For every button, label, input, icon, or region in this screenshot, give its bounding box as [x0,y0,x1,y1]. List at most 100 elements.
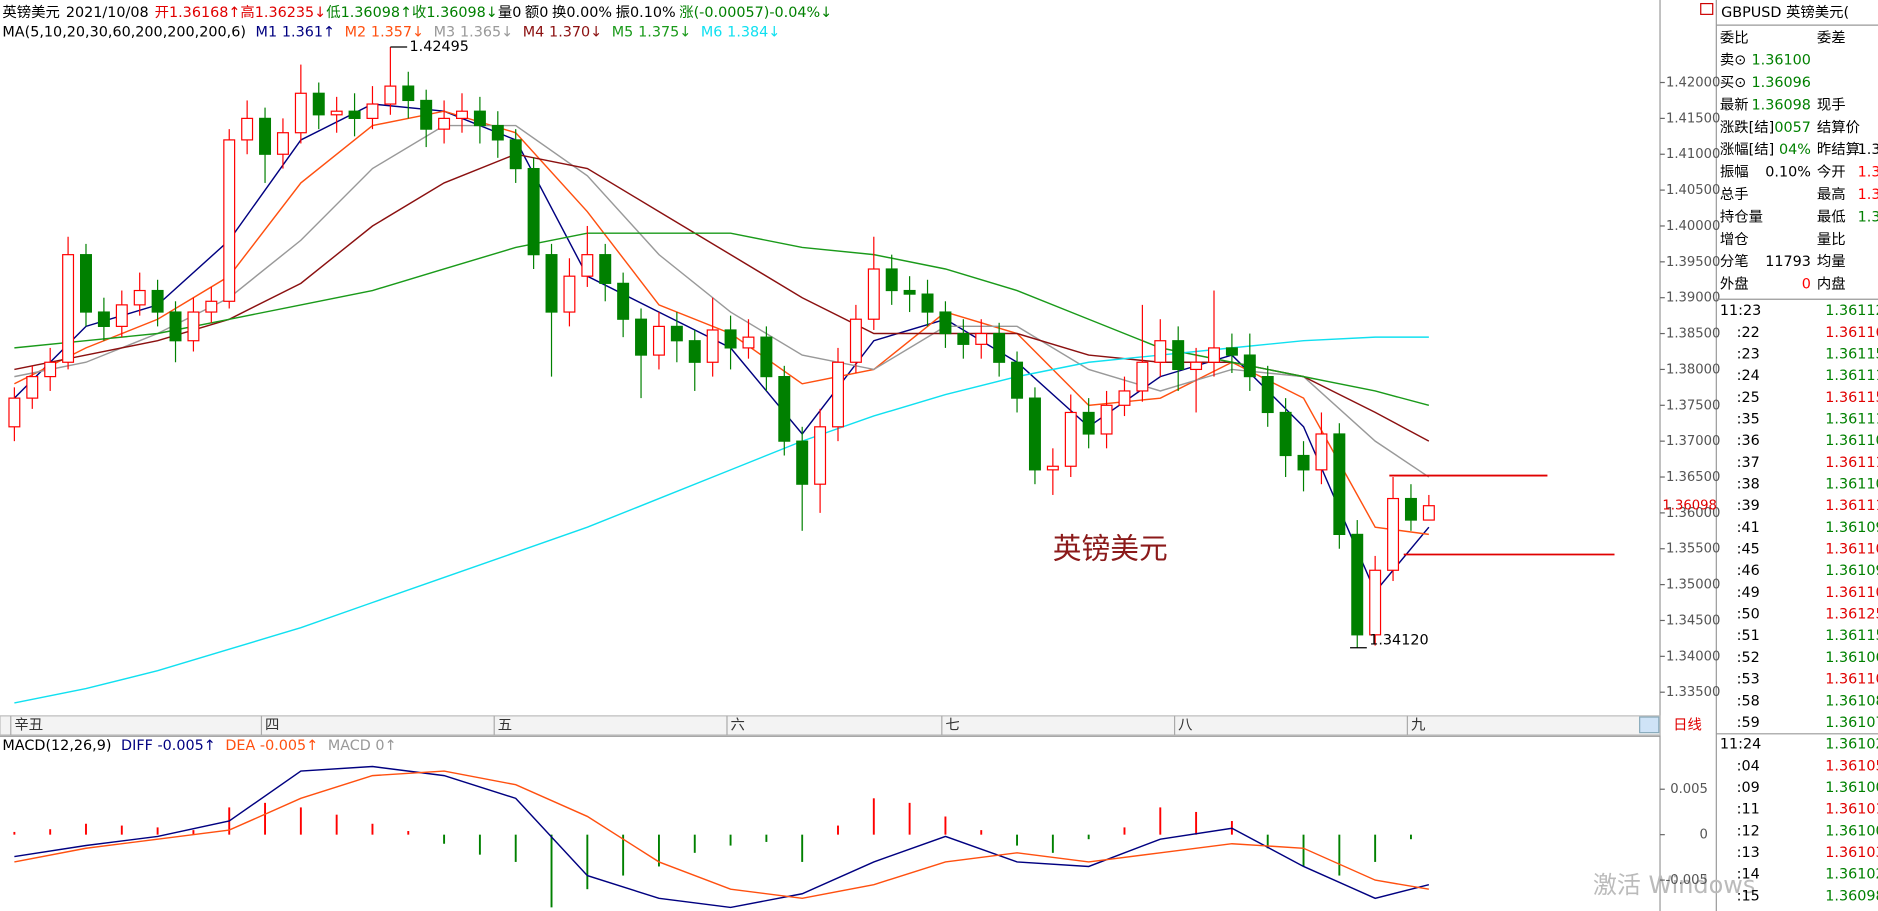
tick-time: :14 [1737,867,1760,883]
candle-body [957,332,970,345]
tick-price: 1.36110 [1825,672,1878,688]
candle-body [44,361,57,378]
header-amplitude: 振0.10% [616,4,676,21]
candle-body [599,254,612,284]
quote-value: 11793 [1765,254,1811,270]
ma-value: 1.357↓ [371,24,424,40]
y-tick-label: 1.33500 [1666,685,1720,700]
candle-body [438,117,451,130]
x-tick-label: 辛丑 [14,716,43,733]
y-tick-label: 1.40500 [1666,183,1720,198]
y-tick-label: 1.35000 [1666,578,1720,593]
tick-time: :22 [1737,325,1760,341]
quote-label: 最新 [1720,96,1749,113]
candle-body [903,289,916,295]
candle-body [742,336,755,349]
candle-body [384,85,397,105]
y-tick-label: 1.36000 [1666,506,1720,521]
candle-body [1387,497,1400,571]
tick-price: 1.36111 [1825,412,1878,428]
candle-body [294,92,307,134]
macd-title: MACD(12,26,9) [2,738,111,754]
x-tick-label: 六 [731,716,745,733]
quote-value: 1.36096 [1752,75,1811,91]
candle-body [491,124,504,141]
candle-body [1404,497,1417,521]
header-date: 2021/10/08 [66,5,149,21]
tick-time: 11:23 [1720,303,1761,319]
tick-price: 1.36112 [1825,303,1878,319]
candle-body [1333,433,1346,535]
low-label: 1.34120 [1369,633,1428,649]
header-close: 收1.36098↓ [412,4,498,21]
y-tick-label: 1.35500 [1666,542,1720,557]
diff-line [14,765,1430,909]
header-volume: 量0 [498,5,522,21]
tick-time: :50 [1737,607,1760,623]
header-turnover: 换0.00% [552,4,612,21]
window-icon[interactable] [1700,2,1714,15]
candle-body [688,340,701,363]
quote-value: 1.36098 [1752,97,1811,113]
candle-body [1190,361,1203,371]
ma-value: 1.375↓ [638,24,691,40]
candle-body [975,332,988,345]
quote-value: 1.3 [1858,142,1878,158]
candle-body [97,311,110,327]
candle-body [330,110,343,116]
tick-price: 1.36098 [1825,888,1878,904]
candle-body [867,268,880,320]
tick-price: 1.36109 [1825,563,1878,579]
tick-time: :12 [1737,823,1760,839]
ma-legend: MA(5,10,20,30,60,200,200,200,6) M1 1.361↑ M… [2,24,780,40]
candle-body [1082,411,1095,435]
tick-time: :23 [1737,347,1760,363]
macd-y-tick-label: 0 [1700,828,1708,843]
header-name: 英镑美元 [2,3,59,21]
quote-label: 结算价 [1817,119,1860,136]
tick-price: 1.36110 [1825,433,1878,449]
y-tick-label: 1.37500 [1666,398,1720,413]
candle-body [8,397,21,428]
tick-price: 1.36110 [1825,542,1878,558]
quote-value: 04% [1779,142,1811,158]
candle-body [402,85,415,102]
tick-price: 1.36110 [1825,585,1878,601]
candle-body [849,318,862,363]
x-tick-label: 四 [265,717,279,733]
tick-price: 1.36102 [1825,867,1878,883]
candle-body [545,254,558,313]
tick-price: 1.36105 [1825,758,1878,774]
quote-label: 买⊙ [1720,74,1746,91]
candle-body [1422,505,1435,521]
y-tick-label: 1.38000 [1666,362,1720,377]
quote-value: 1.3 [1858,165,1878,181]
header-line: 英镑美元 2021/10/08 开1.36168↑高1.36235↓低1.36098… [2,3,832,21]
candle-body [885,268,898,292]
y-tick-label: 1.36500 [1666,470,1720,485]
tick-time: :46 [1737,563,1760,579]
x-tick-label: 九 [1411,716,1426,733]
candle-body [1297,454,1310,471]
header-low: 低1.36098↑ [326,4,412,21]
candle-body [1208,347,1220,363]
macd-legend: MACD(12,26,9) DIFF -0.005↑ DEA -0.005↑ MACD… [2,738,396,754]
x-tick-label: 七 [945,716,959,733]
candle-body [62,254,75,363]
candle-body [1351,533,1364,636]
y-tick-label: 1.38500 [1666,327,1720,342]
tick-price: 1.36100 [1825,823,1878,839]
ma-value: 1.365↓ [460,24,513,40]
candle-body [724,329,737,349]
quote-label: 内盘 [1817,275,1846,293]
tick-price: 1.36108 [1825,693,1878,709]
candle-body [348,110,361,119]
tick-price: 1.36110 [1825,477,1878,493]
tick-time: :51 [1737,628,1760,644]
tick-time: :53 [1737,672,1760,688]
tick-time: :45 [1737,542,1760,558]
tick-price: 1.36111 [1825,455,1878,471]
moving-average [14,124,1430,478]
timeframe-button[interactable]: 日线 [1673,716,1702,733]
